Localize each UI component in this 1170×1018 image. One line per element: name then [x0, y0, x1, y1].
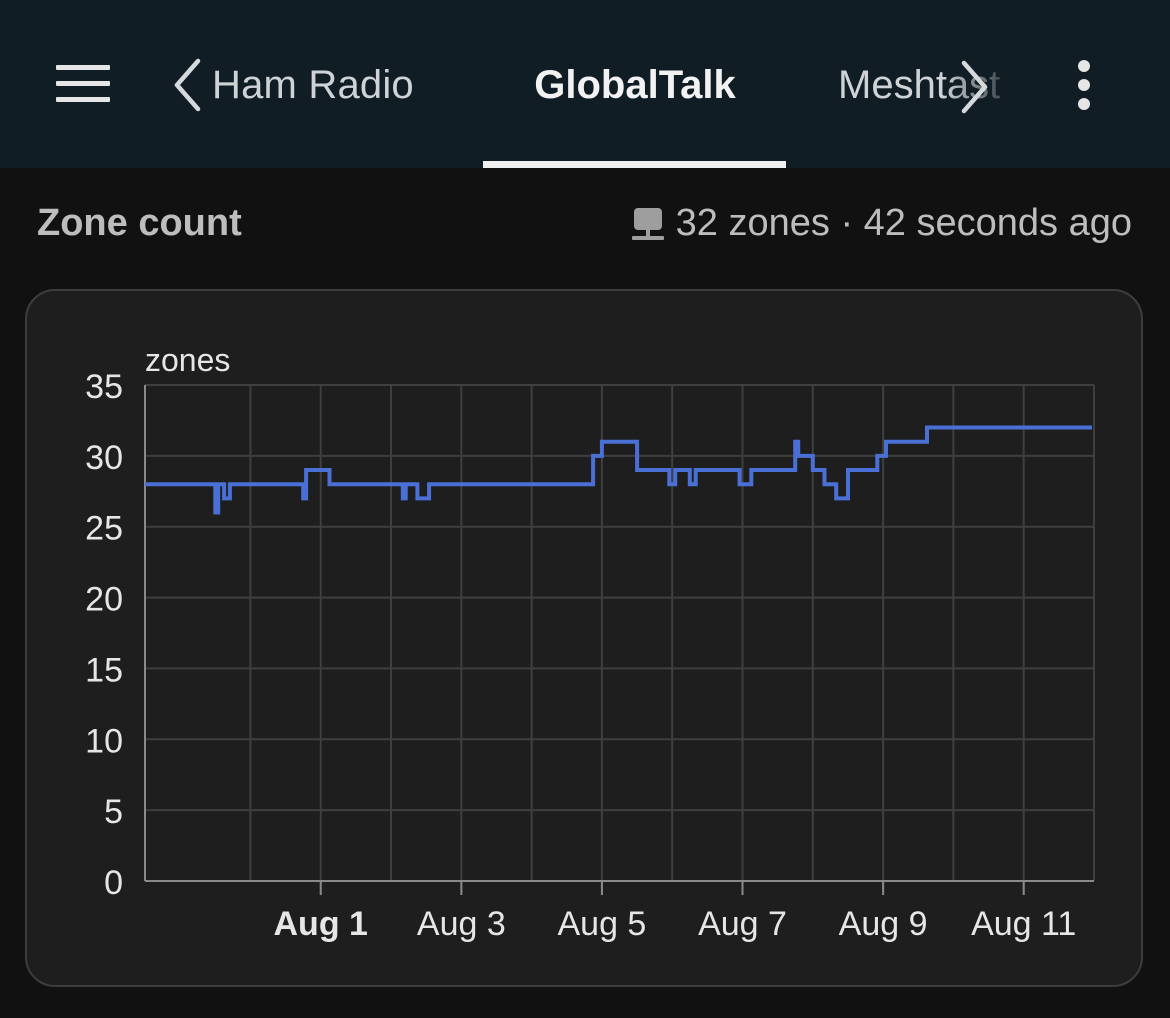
tab-globaltalk[interactable]: GlobalTalk — [484, 56, 786, 114]
y-tick-label: 20 — [85, 581, 123, 619]
y-tick-label: 25 — [85, 510, 123, 548]
chart-card: 0 5 10 15 20 25 30 35 Aug 1 Aug 3 Aug 5 Aug 7 Aug 9 A… — [25, 289, 1143, 987]
hamburger-menu-icon[interactable] — [54, 62, 114, 106]
y-tick-label: 0 — [104, 864, 123, 902]
chevron-left-icon — [174, 58, 201, 112]
y-axis-label: zones — [145, 342, 230, 378]
x-tick-label: Aug 11 — [971, 905, 1076, 943]
tab-ham-radio[interactable]: Ham Radio — [172, 56, 414, 114]
top-app-bar: Ham Radio GlobalTalk Meshtast — [0, 0, 1170, 168]
zone-count-chart: 0 5 10 15 20 25 30 35 Aug 1 Aug 3 Aug 5 Aug 7 Aug 9 A… — [85, 342, 1095, 943]
x-tick-label: Aug 1 — [274, 905, 368, 943]
chevron-right-icon[interactable] — [958, 60, 990, 114]
x-tick-label: Aug 3 — [417, 905, 506, 943]
more-vertical-icon[interactable] — [1068, 58, 1104, 112]
zone-summary: 32 zones · 42 seconds ago — [630, 202, 1132, 245]
network-icon — [631, 207, 664, 240]
y-tick-label: 30 — [85, 439, 123, 477]
y-tick-label: 10 — [85, 722, 123, 760]
zone-count-line — [145, 425, 1092, 515]
tab-label: GlobalTalk — [534, 63, 736, 107]
x-tick-label: Aug 7 — [698, 905, 787, 943]
y-tick-label: 15 — [85, 651, 123, 689]
x-tick-label: Aug 5 — [557, 905, 646, 943]
x-tick-label: Aug 9 — [839, 905, 928, 943]
y-tick-label: 35 — [85, 368, 123, 406]
section-title: Zone count — [37, 202, 242, 244]
y-tick-label: 5 — [104, 793, 123, 831]
summary-text: 32 zones · 42 seconds ago — [675, 202, 1132, 244]
tab-label: Ham Radio — [212, 62, 414, 107]
active-tab-indicator — [483, 161, 786, 168]
